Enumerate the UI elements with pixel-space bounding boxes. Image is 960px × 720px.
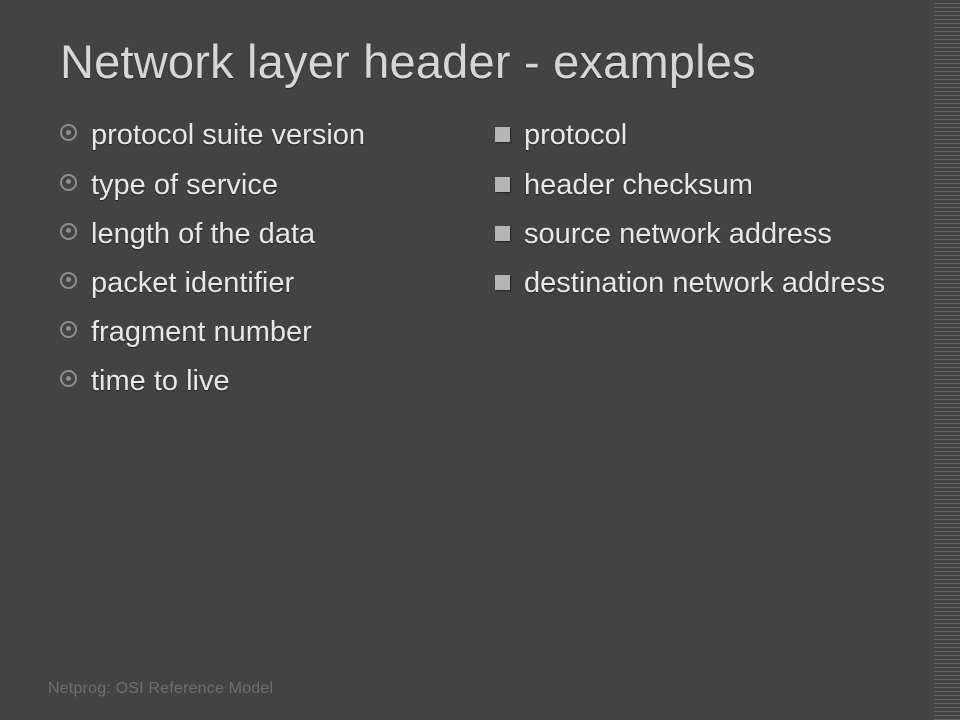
slide-container: Network layer header - examples protocol… <box>0 0 960 720</box>
list-item-label: protocol suite version <box>91 117 365 154</box>
square-bullet-icon <box>495 127 510 142</box>
list-item: destination network address <box>495 265 900 302</box>
content-columns: protocol suite version type of service l… <box>60 117 900 412</box>
list-item-label: header checksum <box>524 167 753 204</box>
square-bullet-icon <box>495 177 510 192</box>
list-item: header checksum <box>495 167 900 204</box>
ring-bullet-icon <box>60 124 77 141</box>
list-item: type of service <box>60 167 465 204</box>
list-item: protocol suite version <box>60 117 465 154</box>
list-item-label: source network address <box>524 216 832 253</box>
right-list: protocol header checksum source network … <box>495 117 900 301</box>
list-item-label: time to live <box>91 363 230 400</box>
right-column: protocol header checksum source network … <box>495 117 900 412</box>
slide-title: Network layer header - examples <box>60 34 900 89</box>
ring-bullet-icon <box>60 174 77 191</box>
left-list: protocol suite version type of service l… <box>60 117 465 400</box>
ring-bullet-icon <box>60 223 77 240</box>
slide-footer: Netprog: OSI Reference Model <box>48 680 273 698</box>
left-column: protocol suite version type of service l… <box>60 117 465 412</box>
ring-bullet-icon <box>60 370 77 387</box>
list-item: packet identifier <box>60 265 465 302</box>
list-item: length of the data <box>60 216 465 253</box>
list-item-label: packet identifier <box>91 265 294 302</box>
ring-bullet-icon <box>60 272 77 289</box>
list-item-label: length of the data <box>91 216 315 253</box>
list-item: fragment number <box>60 314 465 351</box>
list-item-label: protocol <box>524 117 627 154</box>
ring-bullet-icon <box>60 321 77 338</box>
list-item-label: fragment number <box>91 314 312 351</box>
list-item: source network address <box>495 216 900 253</box>
list-item: protocol <box>495 117 900 154</box>
square-bullet-icon <box>495 275 510 290</box>
list-item-label: type of service <box>91 167 278 204</box>
square-bullet-icon <box>495 226 510 241</box>
list-item-label: destination network address <box>524 265 885 302</box>
list-item: time to live <box>60 363 465 400</box>
